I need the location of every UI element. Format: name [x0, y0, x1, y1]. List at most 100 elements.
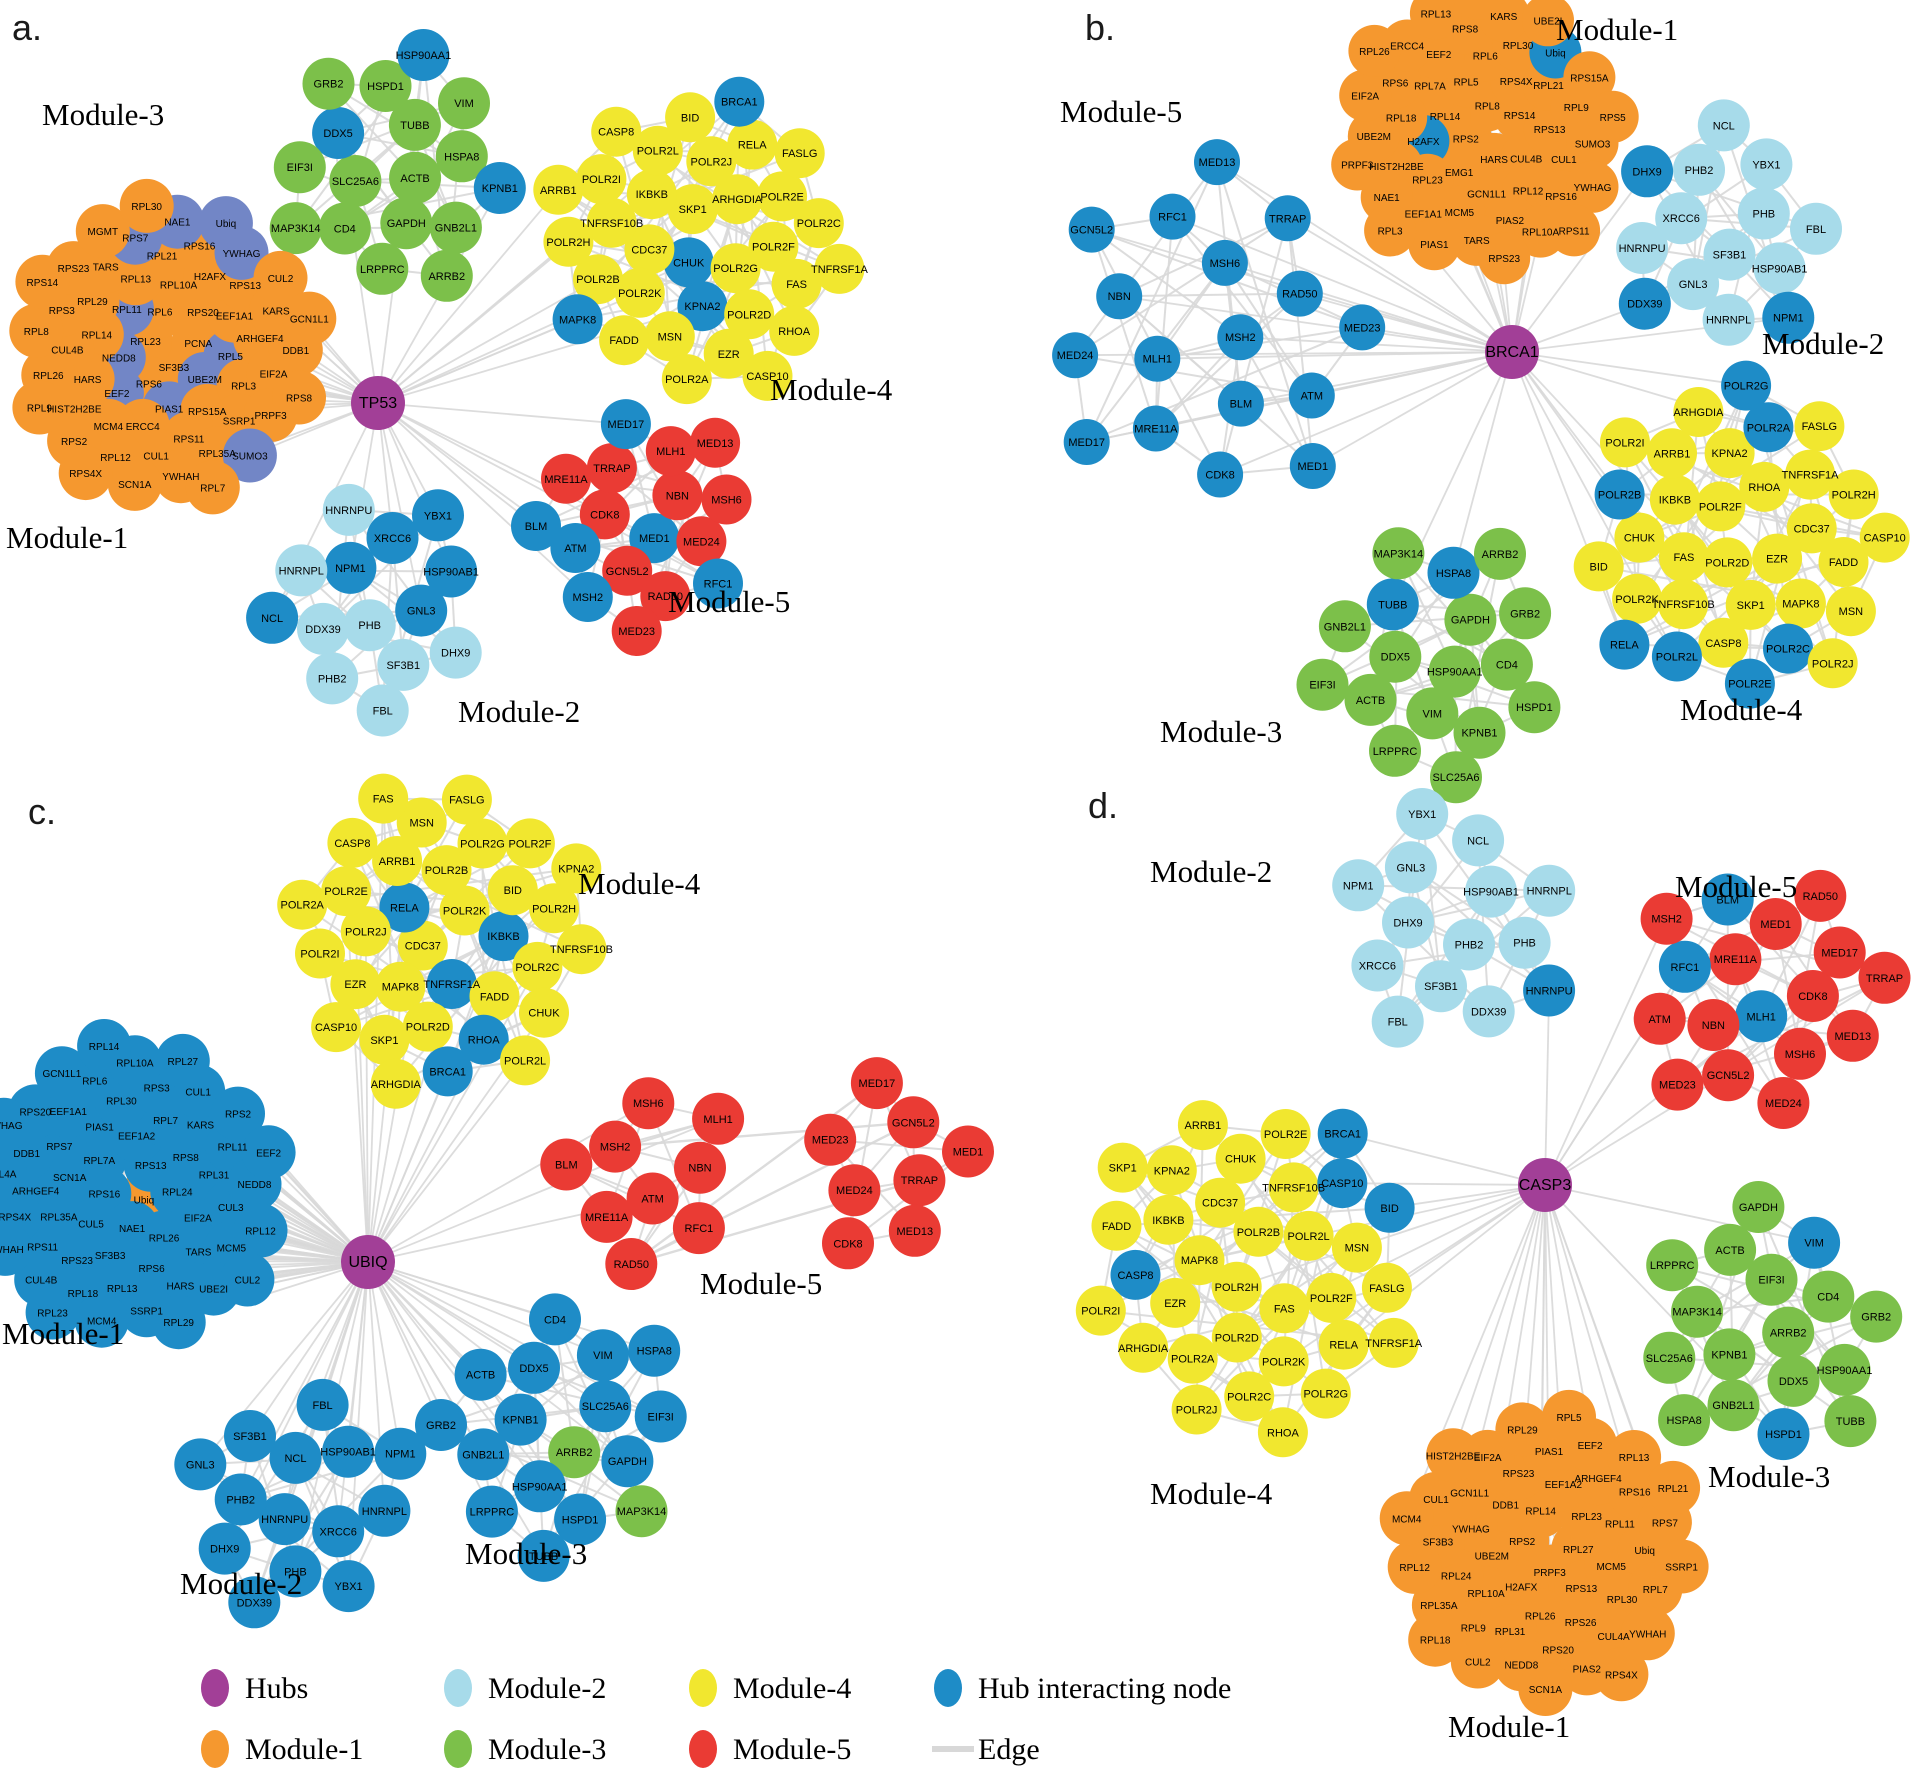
node-label: POLR2F — [752, 242, 795, 254]
node-label: CUL2 — [268, 274, 294, 285]
node-label: UBE2I — [199, 1285, 228, 1296]
node-label: BLM — [1716, 895, 1739, 907]
node-label: CUL1 — [1551, 155, 1577, 166]
node-label: RAD50 — [614, 1259, 649, 1271]
legend-swatch-hub — [201, 1669, 229, 1707]
node-label: HIST2H2BE — [1369, 162, 1424, 173]
node-label: SKP1 — [1109, 1163, 1137, 1175]
node-label: FAS — [786, 279, 807, 291]
node-label: H2AFX — [194, 272, 227, 283]
legend-label: Module-1 — [245, 1733, 363, 1766]
node-label: MED23 — [1659, 1080, 1696, 1092]
node-label: POLR2C — [1766, 644, 1810, 656]
node-label: TUBB — [1836, 1416, 1865, 1428]
node-label: RPS13 — [1534, 125, 1566, 136]
node-label: RPL30 — [1607, 1595, 1638, 1606]
node-label: RHOA — [1267, 1427, 1299, 1439]
node-label: RPL30 — [106, 1096, 137, 1107]
node-label: RPS15A — [188, 407, 227, 418]
node-label: GRB2 — [314, 79, 344, 91]
network-node-RPL13 — [1409, 0, 1462, 40]
node-label: RPS7 — [122, 234, 149, 245]
node-label: POLR2G — [713, 263, 758, 275]
node-label: ACTB — [400, 173, 429, 185]
node-label: EZR — [1164, 1298, 1186, 1310]
network-node-MSH6 — [701, 474, 752, 525]
node-label: POLR2L — [1656, 652, 1698, 664]
network-node-POLR2H — [543, 216, 594, 267]
edge — [367, 1261, 386, 1511]
network-node-ARRB1 — [533, 164, 584, 215]
network-node-NBN — [1687, 999, 1740, 1051]
network-node-MCM4 — [1379, 1491, 1434, 1546]
network-node-EZR — [330, 959, 381, 1010]
node-label: MAP3K14 — [617, 1506, 667, 1518]
node-label: HSP90AA1 — [1817, 1365, 1873, 1377]
node-label: CUL2 — [235, 1276, 261, 1287]
node-label: KPNA2 — [684, 301, 720, 313]
network-node-POLR2L — [500, 1035, 551, 1086]
network-node-RFC1 — [672, 1202, 725, 1255]
node-label: RFC1 — [685, 1223, 714, 1235]
network-node-CUL2 — [1450, 1634, 1505, 1689]
node-label: RPS15A — [1570, 73, 1609, 84]
network-node-HSP90AB1 — [1753, 242, 1806, 295]
node-label: ERCC4 — [126, 422, 160, 433]
node-label: MSH2 — [600, 1142, 631, 1154]
node-label: FADD — [480, 991, 509, 1003]
node-label: EMG1 — [1445, 168, 1474, 179]
node-label: KPNB1 — [1711, 1349, 1747, 1361]
legend-swatch-module1 — [201, 1730, 229, 1768]
network-node-POLR2G — [1300, 1368, 1351, 1419]
node-label: POLR2F — [1699, 501, 1742, 513]
node-label: RPS4X — [69, 469, 102, 480]
network-node-POLR2A — [277, 879, 328, 930]
network-node-TNFRSF10B — [1658, 579, 1709, 630]
panel-letter-c: c. — [28, 791, 56, 832]
edge — [1692, 125, 1725, 285]
node-label: CUL3 — [218, 1203, 244, 1214]
node-label: UBE2M — [1357, 132, 1391, 143]
network-node-MRE11A — [1132, 405, 1179, 452]
network-node-SKP1 — [667, 184, 718, 235]
node-label: PIAS2 — [1496, 216, 1525, 227]
edge — [367, 1071, 449, 1263]
network-node-RHOA — [1257, 1407, 1308, 1458]
node-label: RPS16 — [1619, 1488, 1651, 1499]
node-label: CUL4B — [1510, 154, 1543, 165]
network-node-MED1 — [942, 1125, 994, 1178]
edge — [1090, 229, 1157, 429]
module-label: Module-3 — [465, 1536, 587, 1571]
edge — [1312, 351, 1513, 467]
network-node-GCN5L2 — [602, 545, 653, 596]
node-label: RPL35A — [199, 449, 237, 460]
module-label: Module-4 — [578, 866, 701, 901]
network-node-POLR2C — [1763, 623, 1813, 674]
network-node-RPL8 — [9, 303, 64, 358]
node-label: RPS4X — [0, 1212, 32, 1223]
node-label: ARHGEF4 — [12, 1187, 60, 1198]
edge — [1287, 217, 1513, 353]
network-node-DDX5 — [1369, 630, 1422, 683]
node-label: POLR2E — [760, 191, 803, 203]
network-node-PHB2 — [1443, 918, 1495, 971]
node-label: CUL1 — [1423, 1495, 1449, 1506]
node-label: HNRNPU — [1619, 243, 1666, 255]
edge — [1085, 161, 1218, 443]
node-label: PIAS1 — [155, 404, 184, 415]
edge — [615, 1121, 914, 1148]
legend-label: Module-5 — [733, 1733, 851, 1766]
network-node-HSPD1 — [1508, 681, 1561, 734]
node-label: RPL14 — [1525, 1507, 1556, 1518]
node-label: MED1 — [1760, 919, 1791, 931]
network-node-ATM — [1633, 992, 1686, 1045]
node-label: RPL7A — [1414, 82, 1446, 93]
node-label: RPL6 — [147, 307, 172, 318]
node-label: RFC1 — [1158, 212, 1187, 224]
network-node-POLR2H — [1828, 469, 1879, 520]
module-label: Module-2 — [1762, 326, 1884, 361]
network-node-SLC25A6 — [329, 155, 382, 207]
network-node-FASLG — [1794, 401, 1845, 452]
network-node-POLR2A — [661, 354, 712, 405]
network-node-BID — [665, 92, 716, 143]
